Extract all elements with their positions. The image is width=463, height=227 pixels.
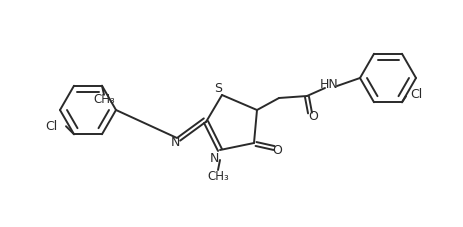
Text: N: N [209,151,219,165]
Text: O: O [308,109,318,123]
Text: S: S [214,81,222,94]
Text: N: N [170,136,180,150]
Text: CH₃: CH₃ [207,170,229,183]
Text: Cl: Cl [410,88,422,101]
Text: CH₃: CH₃ [93,93,115,106]
Text: Cl: Cl [45,120,57,133]
Text: O: O [272,143,282,156]
Text: HN: HN [319,77,338,91]
